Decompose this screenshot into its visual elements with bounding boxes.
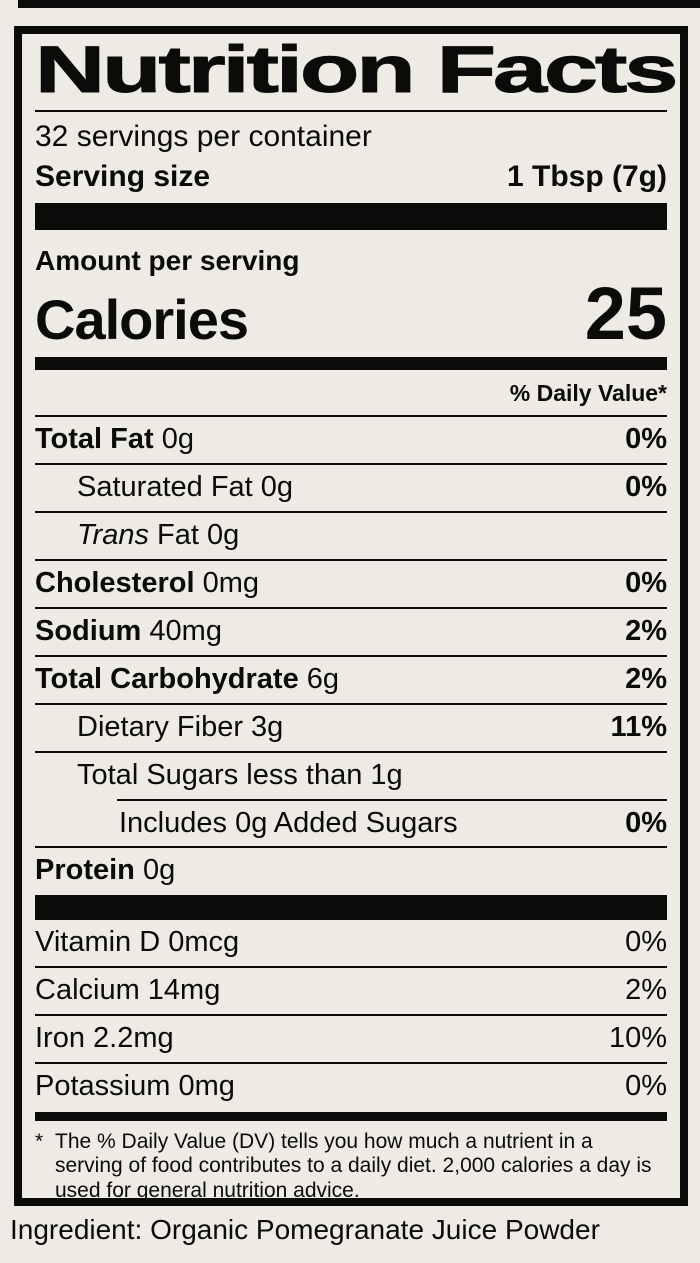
label-title: Nutrition Facts <box>34 32 679 106</box>
vitamin-row: Vitamin D 0mcg 0% <box>35 920 667 966</box>
separator-rule <box>117 798 667 801</box>
separator-rule <box>35 463 667 466</box>
title-rule <box>35 110 667 113</box>
separator-rule <box>35 1061 667 1064</box>
vitamin-row-daily-value: 2% <box>625 974 667 1007</box>
nutrient-row: Sodium 40mg 2% <box>35 609 667 655</box>
vitamin-row: Iron 2.2mg 10% <box>35 1016 667 1062</box>
vitamin-row: Potassium 0mg 0% <box>35 1064 667 1110</box>
separator-rule <box>35 415 667 418</box>
nutrient-row-name: Sodium 40mg <box>35 614 222 647</box>
separator-rule <box>35 654 667 657</box>
separator-rule <box>35 750 667 753</box>
calories-row: Calories 25 <box>35 272 667 356</box>
separator-rule <box>35 606 667 609</box>
nutrient-row-name: Cholesterol 0mg <box>35 567 260 600</box>
separator-rule <box>35 702 667 705</box>
nutrient-row: Dietary Fiber 3g 11% <box>35 705 667 751</box>
nutrient-row-name: Total Carbohydrate 6g <box>35 662 340 695</box>
nutrient-row-daily-value: 0% <box>625 806 667 839</box>
nutrient-row: Saturated Fat 0g 0% <box>35 465 667 511</box>
vitamin-row-daily-value: 0% <box>625 926 667 959</box>
nutrient-row: Total Carbohydrate 6g 2% <box>35 657 667 703</box>
calories-label: Calories <box>35 288 249 352</box>
nutrient-row-daily-value: 0% <box>625 423 667 456</box>
photo-edge-artifact <box>18 0 700 8</box>
nutrient-row-name: Protein 0g <box>35 854 176 887</box>
vitamin-rows: Vitamin D 0mcg 0% Calcium 14mg 2% Iron 2.2mg… <box>35 920 667 1110</box>
nutrient-row-name: Saturated Fat 0g <box>77 471 294 504</box>
nutrient-row-daily-value: 0% <box>625 567 667 600</box>
amount-per-serving-label: Amount per serving <box>35 245 300 277</box>
calories-value: 25 <box>584 272 667 356</box>
nutrient-row-name: Trans Fat 0g <box>77 519 240 552</box>
nutrient-row-daily-value: 11% <box>610 710 667 743</box>
medium-separator-bar <box>35 357 667 371</box>
nutrient-row-name: Total Sugars less than 1g <box>77 758 403 791</box>
nutrient-row-name: Includes 0g Added Sugars <box>119 806 458 839</box>
serving-size-row: Serving size 1 Tbsp (7g) <box>35 155 667 195</box>
daily-value-footnote: * The % Daily Value (DV) tells you how m… <box>35 1121 667 1203</box>
nutrient-row: Total Fat 0g 0% <box>35 417 667 463</box>
vitamin-row-name: Calcium 14mg <box>35 974 221 1007</box>
nutrient-row-daily-value: 2% <box>625 662 667 695</box>
daily-value-header: % Daily Value* <box>509 380 667 407</box>
separator-rule <box>35 966 667 969</box>
ingredient-line: Ingredient: Organic Pomegranate Juice Po… <box>10 1214 600 1245</box>
thick-separator-bar <box>35 895 667 921</box>
medium-separator-bar <box>35 1111 667 1121</box>
servings-per-container: 32 servings per container <box>35 120 372 154</box>
thick-separator-bar <box>35 203 667 231</box>
nutrient-row: Protein 0g <box>35 848 667 894</box>
nutrient-row: Includes 0g Added Sugars 0% <box>35 801 667 847</box>
nutrient-row-name: Dietary Fiber 3g <box>77 710 284 743</box>
separator-rule <box>35 1014 667 1017</box>
footnote-text: The % Daily Value (DV) tells you how muc… <box>55 1129 652 1202</box>
separator-rule <box>35 846 667 849</box>
serving-size-label: Serving size <box>35 160 211 194</box>
nutrient-row: Total Sugars less than 1g <box>35 753 667 799</box>
vitamin-row-name: Vitamin D 0mcg <box>35 926 240 959</box>
vitamin-row-name: Iron 2.2mg <box>35 1022 174 1055</box>
nutrient-row: Cholesterol 0mg 0% <box>35 561 667 607</box>
footnote-asterisk: * <box>35 1129 44 1153</box>
separator-rule <box>35 511 667 514</box>
nutrient-row-daily-value: 0% <box>625 471 667 504</box>
nutrient-row: Trans Fat 0g <box>35 513 667 559</box>
nutrient-rows: Total Fat 0g 0% Saturated Fat 0g 0% Trans Fa… <box>35 415 667 894</box>
vitamin-row: Calcium 14mg 2% <box>35 968 667 1014</box>
nutrient-row-daily-value: 2% <box>625 614 667 647</box>
vitamin-row-daily-value: 10% <box>608 1022 667 1055</box>
vitamin-row-name: Potassium 0mg <box>35 1069 235 1102</box>
separator-rule <box>35 559 667 562</box>
nutrition-facts-label: Nutrition Facts 32 servings per containe… <box>14 26 688 1206</box>
nutrient-row-name: Total Fat 0g <box>35 423 195 456</box>
serving-size-value: 1 Tbsp (7g) <box>506 160 667 194</box>
vitamin-row-daily-value: 0% <box>625 1069 667 1102</box>
